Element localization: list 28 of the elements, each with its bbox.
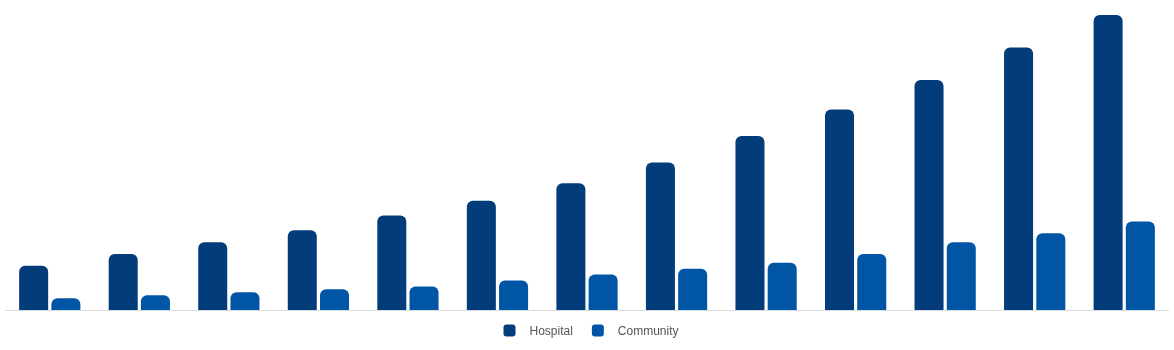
bar [19,265,49,310]
bar [556,183,586,310]
bar [914,79,944,310]
bar [857,253,887,310]
bar [678,268,708,310]
bar [946,242,976,310]
bar [1093,15,1123,310]
bar [287,230,317,310]
bar [588,274,618,310]
bar [51,298,81,310]
bar [466,200,496,310]
bar [824,109,854,310]
legend-label: Community [617,324,679,339]
bar [320,289,350,310]
bar [645,162,675,310]
bar [767,262,797,310]
bar [1125,221,1155,310]
bar [140,295,170,310]
legend-label: Hospital [529,324,573,339]
bar [377,215,407,310]
bar [108,253,138,310]
bar [230,292,260,310]
bar [198,242,228,310]
bar [735,135,765,310]
bar [1036,233,1066,310]
bar [409,286,439,310]
bar [499,280,529,310]
bar [1004,47,1034,310]
